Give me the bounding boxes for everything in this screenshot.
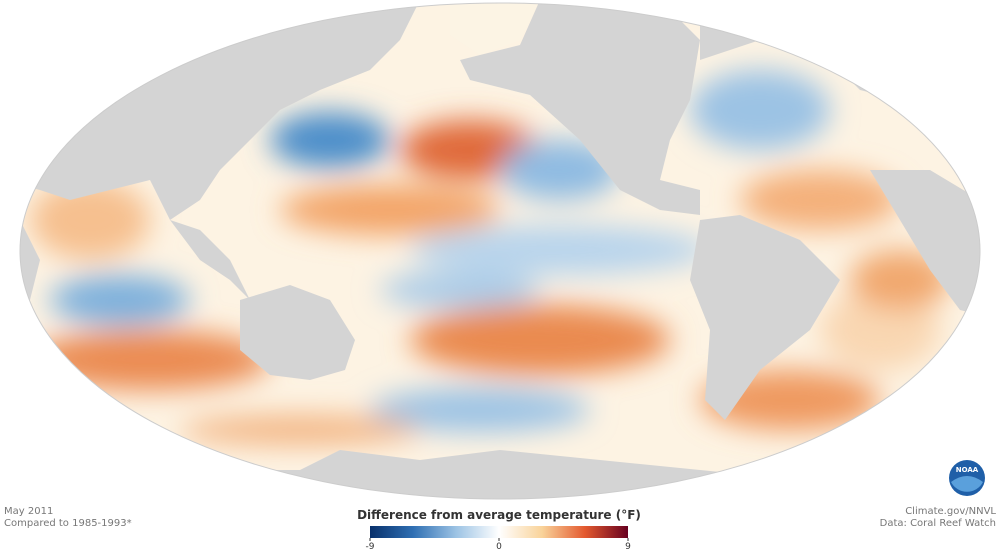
anomaly-field [30,70,950,445]
colorbar-tick-label: 0 [496,542,502,552]
colorbar-title: Difference from average temperature (°F) [357,508,641,522]
colorbar [370,526,628,538]
data-credit: Data: Coral Reef Watch [880,518,996,529]
baseline: Compared to 1985-1993* [4,518,132,529]
logo-text: NOAA [956,466,979,474]
colorbar-tick-label: -9 [366,542,375,552]
source: Climate.gov/NNVL [905,506,996,517]
noaa-logo: NOAA [949,460,985,496]
globe-outline [19,2,981,500]
date: May 2011 [4,506,53,517]
colorbar-tick-label: 9 [625,542,631,552]
